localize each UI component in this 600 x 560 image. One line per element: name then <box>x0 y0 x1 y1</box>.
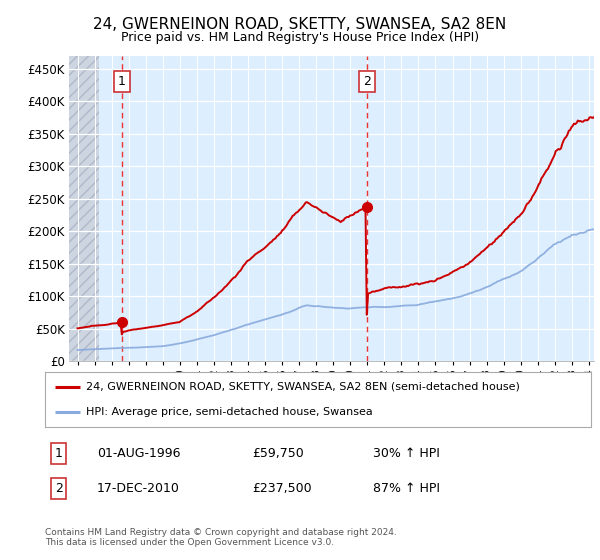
Text: 2: 2 <box>55 482 63 495</box>
Bar <box>69 56 99 361</box>
Text: 30% ↑ HPI: 30% ↑ HPI <box>373 447 439 460</box>
Text: HPI: Average price, semi-detached house, Swansea: HPI: Average price, semi-detached house,… <box>86 407 373 417</box>
Text: 24, GWERNEINON ROAD, SKETTY, SWANSEA, SA2 8EN (semi-detached house): 24, GWERNEINON ROAD, SKETTY, SWANSEA, SA… <box>86 382 520 391</box>
Text: 1: 1 <box>55 447 63 460</box>
Text: 17-DEC-2010: 17-DEC-2010 <box>97 482 180 495</box>
Text: 1: 1 <box>118 76 126 88</box>
Text: 24, GWERNEINON ROAD, SKETTY, SWANSEA, SA2 8EN: 24, GWERNEINON ROAD, SKETTY, SWANSEA, SA… <box>94 17 506 32</box>
Text: Price paid vs. HM Land Registry's House Price Index (HPI): Price paid vs. HM Land Registry's House … <box>121 31 479 44</box>
Text: £237,500: £237,500 <box>253 482 312 495</box>
Text: 01-AUG-1996: 01-AUG-1996 <box>97 447 181 460</box>
Text: £59,750: £59,750 <box>253 447 304 460</box>
Text: Contains HM Land Registry data © Crown copyright and database right 2024.
This d: Contains HM Land Registry data © Crown c… <box>45 528 397 547</box>
Text: 87% ↑ HPI: 87% ↑ HPI <box>373 482 440 495</box>
Text: 2: 2 <box>362 76 371 88</box>
